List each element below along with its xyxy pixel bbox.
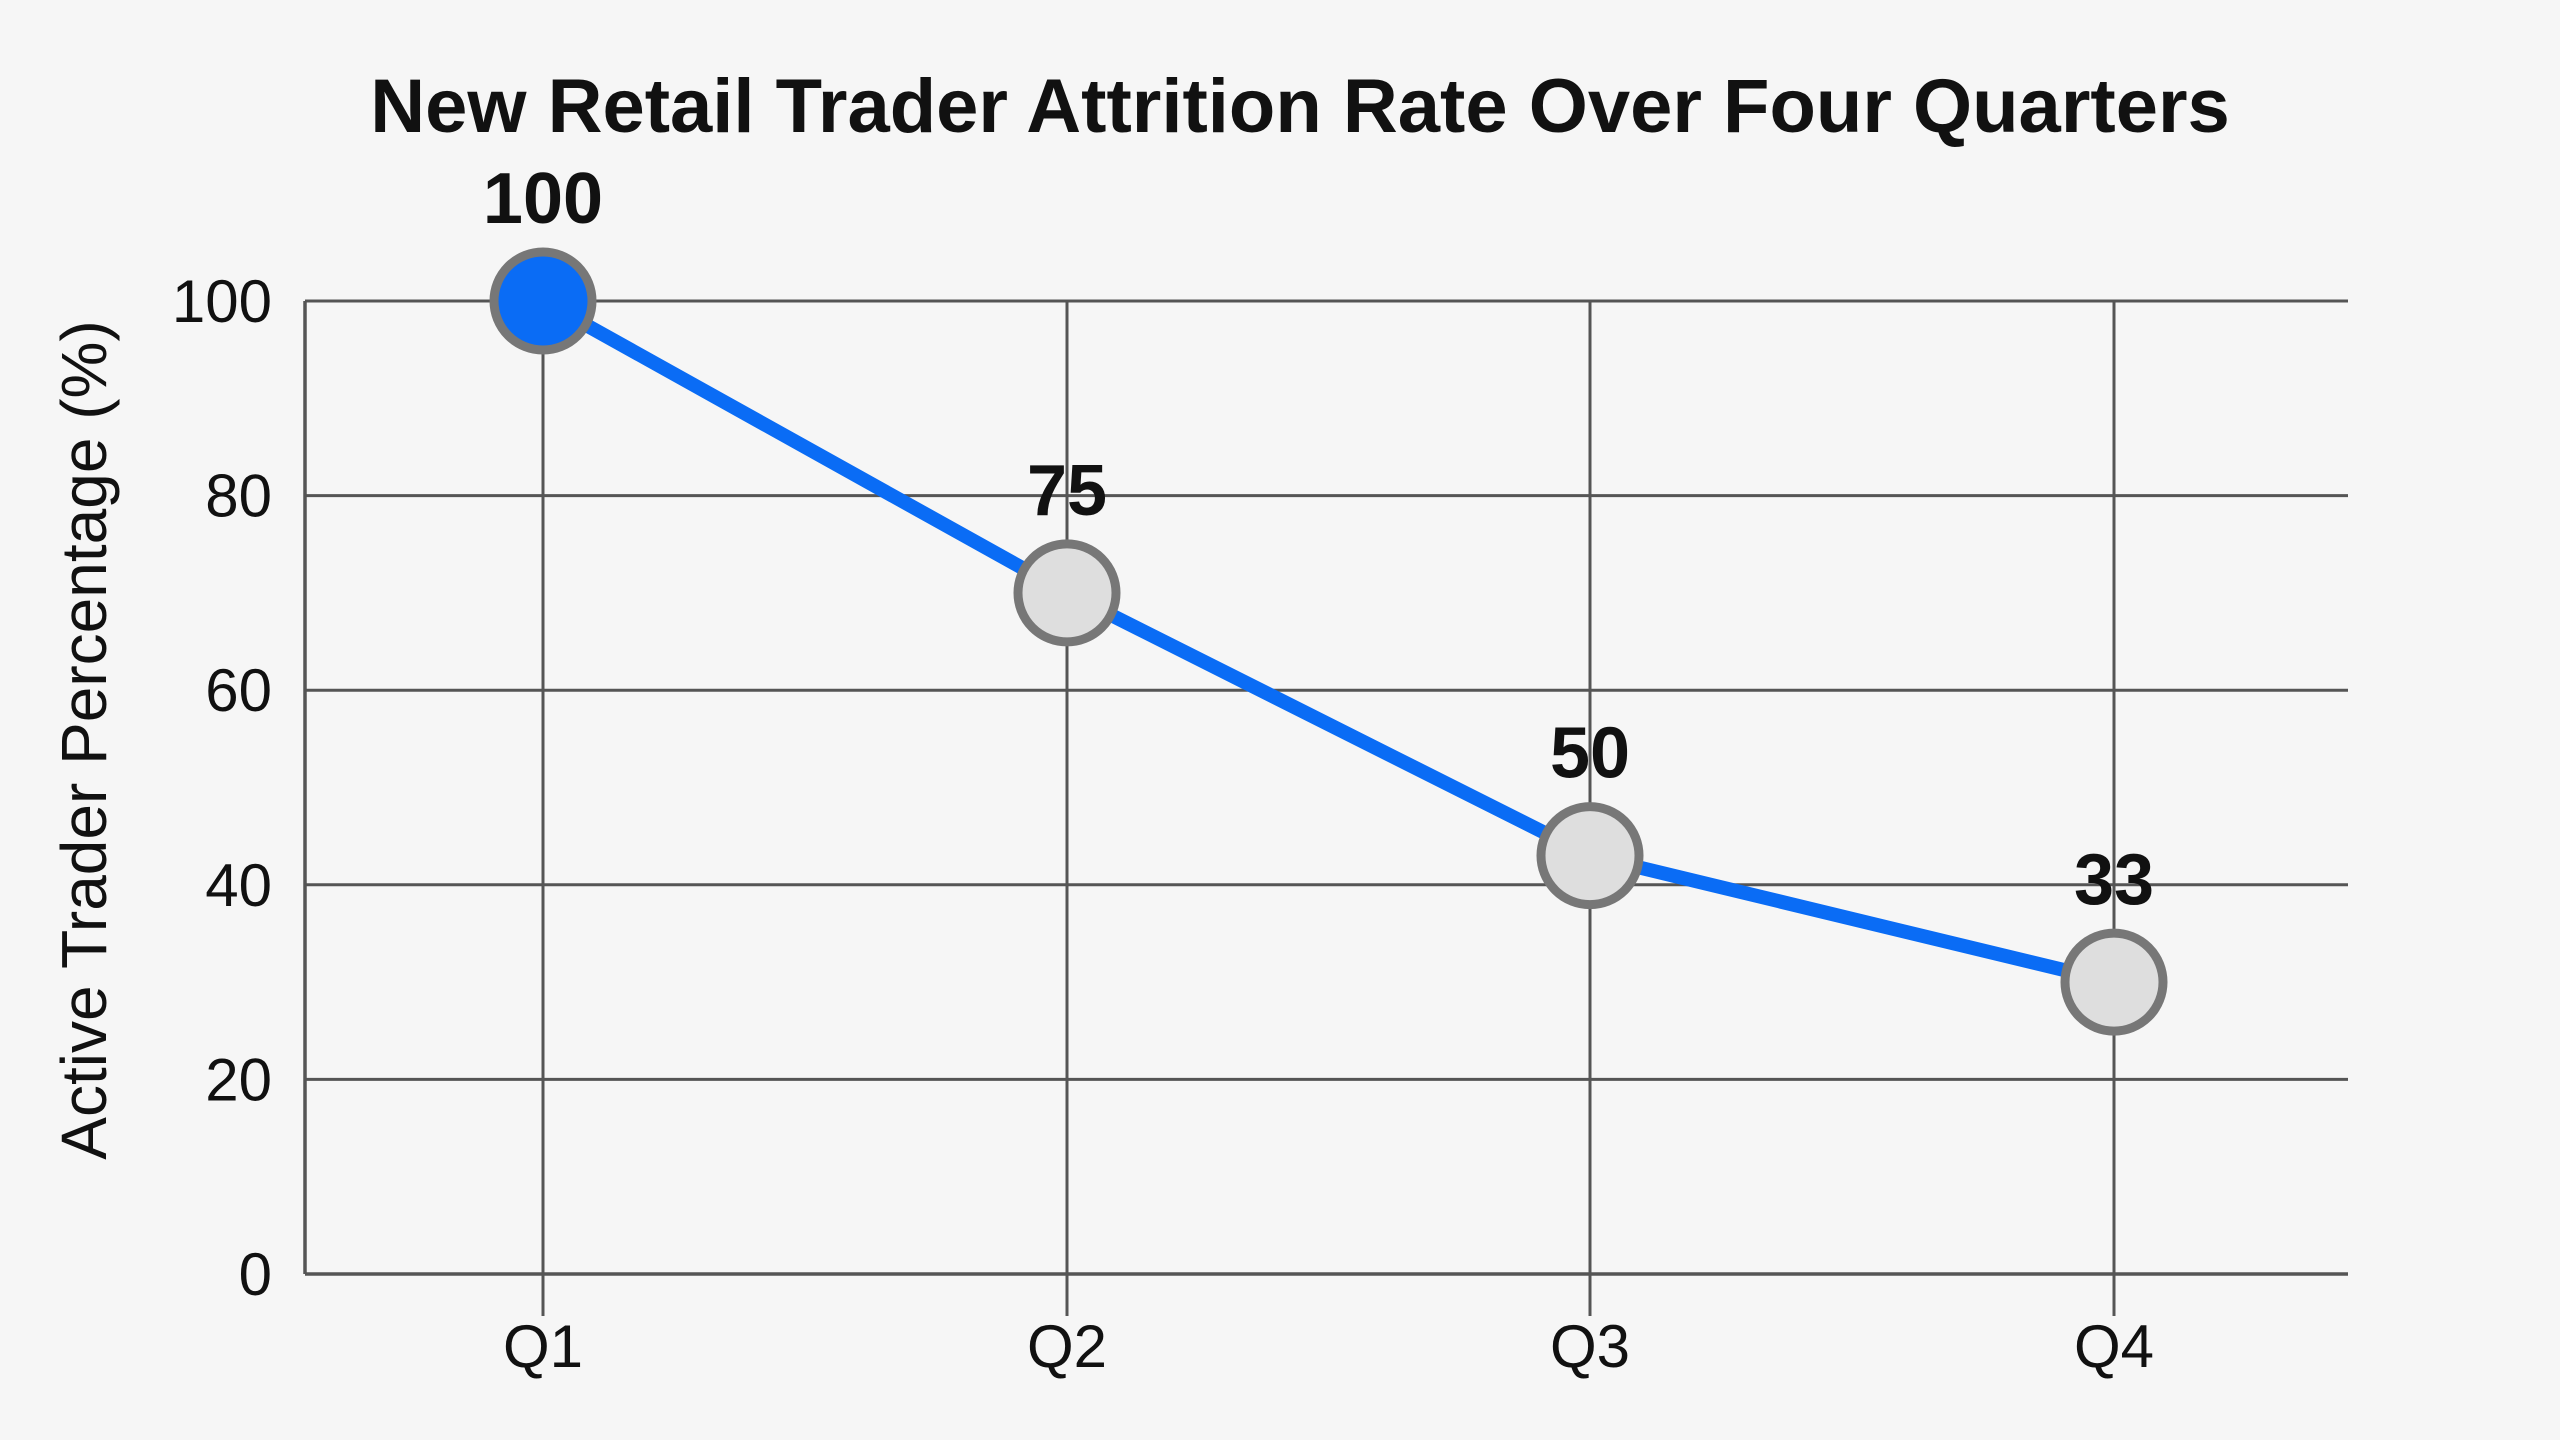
data-point-marker: [1536, 802, 1644, 910]
data-label-group: 100 75 50 33: [483, 159, 2154, 920]
y-tick-label: 20: [205, 1046, 272, 1113]
data-label: 75: [1027, 451, 1107, 531]
data-point-marker: [2060, 928, 2168, 1036]
data-label: 100: [483, 159, 603, 239]
y-tick-label: 100: [172, 268, 272, 335]
x-tick-label: Q3: [1550, 1313, 1630, 1380]
y-tick-label: 80: [205, 463, 272, 530]
series-line-group: [536, 294, 2121, 990]
chart-title: New Retail Trader Attrition Rate Over Fo…: [370, 64, 2230, 149]
marker-group: [489, 247, 2168, 1036]
data-point-marker: [1013, 539, 1121, 647]
x-tick-label: Q1: [503, 1313, 583, 1380]
x-axis-ticks: Q1 Q2 Q3 Q4: [503, 1313, 2154, 1380]
y-tick-label: 40: [205, 852, 272, 919]
data-label: 50: [1550, 714, 1630, 794]
y-tick-label: 0: [239, 1241, 272, 1308]
y-axis-label: Active Trader Percentage (%): [48, 320, 120, 1159]
x-tick-label: Q2: [1027, 1313, 1107, 1380]
y-tick-label: 60: [205, 657, 272, 724]
data-label: 33: [2074, 840, 2154, 920]
series-line: [536, 294, 2121, 990]
x-tick-label: Q4: [2074, 1313, 2154, 1380]
y-axis-ticks: 0 20 40 60 80 100: [172, 268, 272, 1308]
data-point-marker: [489, 247, 597, 355]
grid: [303, 299, 2348, 1316]
